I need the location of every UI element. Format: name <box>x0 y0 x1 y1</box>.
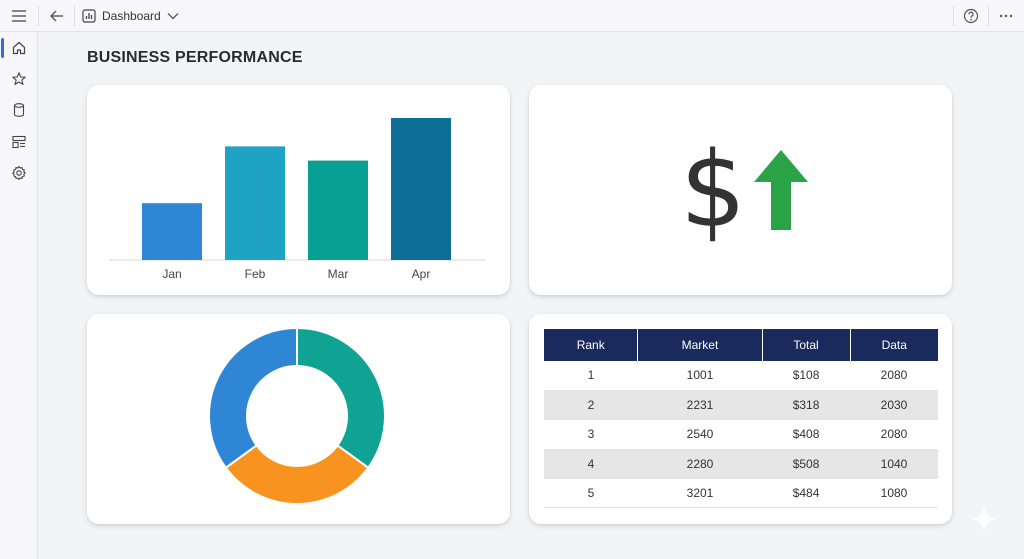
bar-apr[interactable] <box>391 118 451 260</box>
dashboard-selector[interactable]: Dashboard <box>82 5 179 27</box>
top-bar: Dashboard <box>0 0 1024 32</box>
table-cell: 5 <box>544 478 638 509</box>
page-title: BUSINESS PERFORMANCE <box>87 49 303 66</box>
more-options-button[interactable] <box>992 3 1020 29</box>
bar-chart-icon <box>82 9 96 23</box>
divider <box>988 6 989 26</box>
table-header-row: Rank Market Total Data <box>544 329 938 361</box>
more-horizontal-icon <box>999 14 1013 18</box>
table-cell: 2280 <box>637 449 763 480</box>
x-tick-label: Apr <box>412 267 431 281</box>
table-cell: $484 <box>762 478 851 509</box>
table-cell: 3 <box>544 419 638 450</box>
table-row: 5 3201 $484 1080 <box>544 478 938 509</box>
table-cell: 1 <box>544 361 638 391</box>
x-tick-label: Feb <box>245 267 266 281</box>
x-tick-label: Mar <box>328 267 349 281</box>
home-icon <box>12 41 26 55</box>
sidebar-item-layouts[interactable] <box>0 127 38 157</box>
dollar-sign: $ <box>680 129 747 251</box>
table-cell: $508 <box>762 449 851 480</box>
table-cell: 1040 <box>850 449 938 480</box>
table-cell: 4 <box>544 449 638 480</box>
sidebar-item-home[interactable] <box>0 33 38 63</box>
table-cell: 1001 <box>637 361 763 391</box>
dashboard-label: Dashboard <box>102 9 161 23</box>
help-circle-icon <box>963 8 979 24</box>
column-header[interactable]: Total <box>762 329 851 361</box>
hamburger-menu-icon <box>12 10 26 22</box>
table-row: 1 1001 $108 2080 <box>544 361 938 391</box>
data-table: Rank Market Total Data 1 1001 $108 2080 … <box>544 329 938 509</box>
donut-slice[interactable] <box>224 443 370 505</box>
sparkle-icon <box>970 505 998 533</box>
bar-chart: Jan Feb Mar Apr <box>109 118 485 281</box>
gear-icon <box>12 165 26 181</box>
bar-jan[interactable] <box>142 203 202 260</box>
table-cell: 3201 <box>637 478 763 509</box>
table-cell: 2030 <box>850 390 938 421</box>
table-cell: 2231 <box>637 390 763 421</box>
chevron-down-icon <box>167 13 179 20</box>
table-row: 4 2280 $508 1040 <box>544 449 938 480</box>
table-cell: 2540 <box>637 419 763 450</box>
table-cell: 1080 <box>850 478 938 509</box>
star-icon <box>12 72 26 85</box>
kpi-card <box>529 85 952 295</box>
divider <box>74 6 75 26</box>
donut-slice[interactable] <box>296 326 386 470</box>
menu-button[interactable] <box>5 3 33 29</box>
sidebar <box>0 32 38 559</box>
layout-icon <box>12 135 26 149</box>
column-header[interactable]: Data <box>850 329 938 361</box>
column-header[interactable]: Rank <box>544 329 639 361</box>
database-icon <box>13 103 25 117</box>
table-cell: 2080 <box>850 419 938 450</box>
back-button[interactable] <box>43 3 71 29</box>
x-tick-label: Jan <box>162 267 181 281</box>
donut-chart <box>208 326 386 505</box>
sidebar-item-favorites[interactable] <box>0 64 38 94</box>
column-header[interactable]: Market <box>637 329 763 361</box>
sidebar-item-settings[interactable] <box>0 158 38 188</box>
divider <box>953 6 954 26</box>
table-row: 3 2540 $408 2080 <box>544 419 938 450</box>
arrow-up-icon <box>754 150 808 230</box>
bar-mar[interactable] <box>308 160 368 260</box>
table-cell: $108 <box>762 361 851 391</box>
table-cell: 2 <box>544 390 638 421</box>
bar-feb[interactable] <box>225 146 285 260</box>
table-cell: $408 <box>762 419 851 450</box>
donut-slice[interactable] <box>208 326 298 470</box>
arrow-left-icon <box>50 10 63 22</box>
sidebar-item-data[interactable] <box>0 95 38 125</box>
table-cell: 2080 <box>850 361 938 391</box>
divider <box>38 6 39 26</box>
help-button[interactable] <box>957 3 985 29</box>
table-cell: $318 <box>762 390 851 421</box>
table-row: 2 2231 $318 2030 <box>544 390 938 421</box>
